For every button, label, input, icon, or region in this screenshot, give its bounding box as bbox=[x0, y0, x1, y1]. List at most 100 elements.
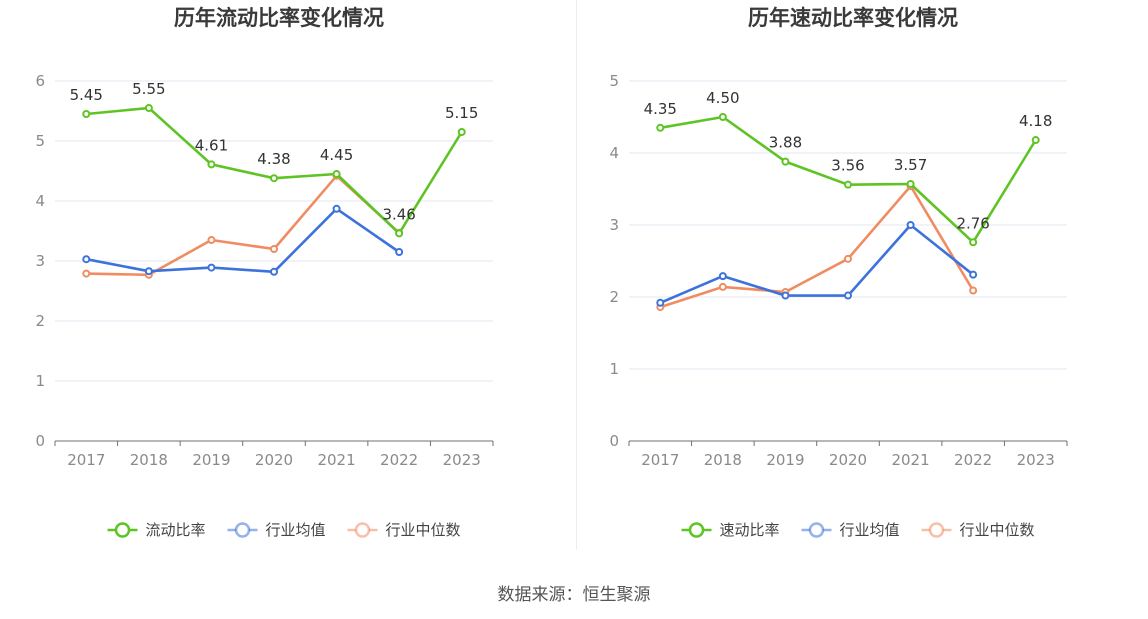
x-tick-label: 2020 bbox=[255, 451, 293, 469]
data-point bbox=[332, 204, 341, 213]
data-label: 3.56 bbox=[831, 157, 864, 175]
data-label: 3.46 bbox=[382, 205, 415, 223]
current-ratio-chart: 历年流动比率变化情况 0 1 2 3 4 5 6 2017 2018 2019 2020 2021 202… bbox=[0, 0, 574, 560]
data-point bbox=[207, 263, 216, 272]
y-tick-label: 5 bbox=[609, 72, 619, 90]
x-tick-label: 2019 bbox=[192, 451, 230, 469]
legend-label: 流动比率 bbox=[146, 521, 206, 539]
y-tick-label: 3 bbox=[609, 216, 619, 234]
data-point bbox=[207, 236, 216, 244]
data-point bbox=[82, 110, 91, 118]
data-point bbox=[457, 128, 466, 136]
x-tick-label: 2021 bbox=[891, 451, 929, 469]
data-point bbox=[82, 269, 91, 278]
x-tick-label: 2019 bbox=[766, 451, 804, 469]
data-label: 4.50 bbox=[706, 89, 739, 107]
legend-marker-icon bbox=[928, 522, 945, 538]
data-point bbox=[270, 267, 278, 276]
legend-label: 行业中位数 bbox=[386, 521, 461, 539]
data-point bbox=[332, 170, 341, 178]
data-point bbox=[656, 298, 665, 307]
series-line-industry-median bbox=[659, 184, 975, 309]
y-tick-label: 6 bbox=[35, 72, 45, 90]
data-label: 5.55 bbox=[132, 80, 165, 98]
data-point bbox=[1031, 136, 1040, 145]
legend-item[interactable]: 流动比率 bbox=[107, 521, 206, 539]
data-point bbox=[144, 104, 153, 112]
y-tick-label: 5 bbox=[35, 132, 45, 150]
series-line-industry-mean bbox=[659, 223, 974, 304]
data-point bbox=[718, 113, 727, 121]
chart-title: 历年流动比率变化情况 bbox=[174, 6, 384, 30]
x-tick-label: 2023 bbox=[1017, 451, 1055, 469]
x-tick-label: 2022 bbox=[954, 451, 992, 469]
x-tick-label: 2023 bbox=[443, 451, 481, 469]
data-label: 4.35 bbox=[644, 100, 677, 118]
x-tick-label: 2018 bbox=[704, 451, 742, 469]
x-tick-label: 2021 bbox=[317, 451, 355, 469]
data-label: 2.76 bbox=[956, 214, 989, 232]
y-tick-label: 1 bbox=[609, 360, 619, 378]
x-tick-label: 2020 bbox=[829, 451, 867, 469]
legend-marker-icon bbox=[114, 522, 131, 538]
chart-title: 历年速动比率变化情况 bbox=[748, 6, 958, 30]
data-point bbox=[844, 180, 852, 189]
legend-marker-icon bbox=[688, 522, 705, 538]
x-tick-label: 2017 bbox=[641, 451, 679, 469]
data-point bbox=[844, 254, 852, 263]
data-point bbox=[270, 245, 278, 253]
y-tick-label: 4 bbox=[609, 144, 619, 162]
series-line-industry-median bbox=[86, 174, 400, 277]
x-tick-label: 2017 bbox=[67, 451, 105, 469]
data-label: 4.38 bbox=[257, 150, 290, 168]
data-label: 3.57 bbox=[894, 156, 927, 174]
data-label: 5.15 bbox=[445, 104, 478, 122]
data-label: 4.45 bbox=[320, 146, 353, 164]
legend-item[interactable]: 行业均值 bbox=[227, 521, 326, 539]
y-tick-label: 2 bbox=[609, 288, 619, 306]
legend-item[interactable]: 行业中位数 bbox=[347, 521, 461, 539]
data-label: 5.45 bbox=[70, 86, 103, 104]
data-point bbox=[270, 174, 278, 183]
y-tick-label: 4 bbox=[35, 192, 45, 210]
data-point bbox=[781, 291, 790, 300]
data-point bbox=[656, 123, 665, 132]
y-tick-label: 3 bbox=[35, 252, 45, 270]
data-source-label: 数据来源：恒生聚源 bbox=[497, 585, 651, 605]
data-point bbox=[969, 286, 978, 295]
data-point bbox=[906, 221, 915, 229]
legend-marker-icon bbox=[354, 522, 371, 538]
data-point bbox=[207, 160, 216, 169]
legend-item[interactable]: 速动比率 bbox=[681, 521, 780, 539]
data-point bbox=[718, 282, 727, 291]
y-tick-label: 2 bbox=[35, 312, 45, 330]
data-point bbox=[718, 272, 727, 281]
data-point bbox=[395, 248, 404, 256]
data-point bbox=[969, 270, 978, 279]
panel-divider bbox=[576, 0, 577, 550]
legend-item[interactable]: 行业中位数 bbox=[921, 521, 1035, 539]
quick-ratio-chart-svg: 历年速动比率变化情况 0 1 2 3 4 5 2017 2018 2019 2020 2021 2022… bbox=[609, 6, 1068, 539]
x-tick-label: 2018 bbox=[130, 451, 168, 469]
data-label: 4.18 bbox=[1019, 112, 1052, 130]
data-point bbox=[844, 291, 852, 300]
data-point bbox=[395, 229, 404, 238]
legend-label: 行业均值 bbox=[266, 521, 326, 539]
data-label: 4.61 bbox=[195, 136, 228, 154]
series-line-industry-mean bbox=[86, 207, 400, 274]
legend-marker-icon bbox=[808, 522, 825, 538]
y-tick-label: 0 bbox=[35, 432, 45, 450]
data-label: 3.88 bbox=[769, 134, 802, 152]
data-point bbox=[144, 267, 153, 276]
legend-label: 行业均值 bbox=[840, 521, 900, 539]
legend-marker-icon bbox=[234, 522, 251, 538]
legend-label: 行业中位数 bbox=[960, 521, 1035, 539]
current-ratio-chart-svg: 历年流动比率变化情况 0 1 2 3 4 5 6 2017 2018 2019 2020 2021 202… bbox=[35, 6, 494, 539]
x-tick-label: 2022 bbox=[380, 451, 418, 469]
data-point bbox=[82, 255, 91, 264]
legend-item[interactable]: 行业均值 bbox=[801, 521, 900, 539]
y-tick-label: 0 bbox=[609, 432, 619, 450]
quick-ratio-chart: 历年速动比率变化情况 0 1 2 3 4 5 2017 2018 2019 2020 2021 2022… bbox=[574, 0, 1148, 560]
data-point bbox=[781, 157, 790, 166]
y-tick-label: 1 bbox=[35, 372, 45, 390]
